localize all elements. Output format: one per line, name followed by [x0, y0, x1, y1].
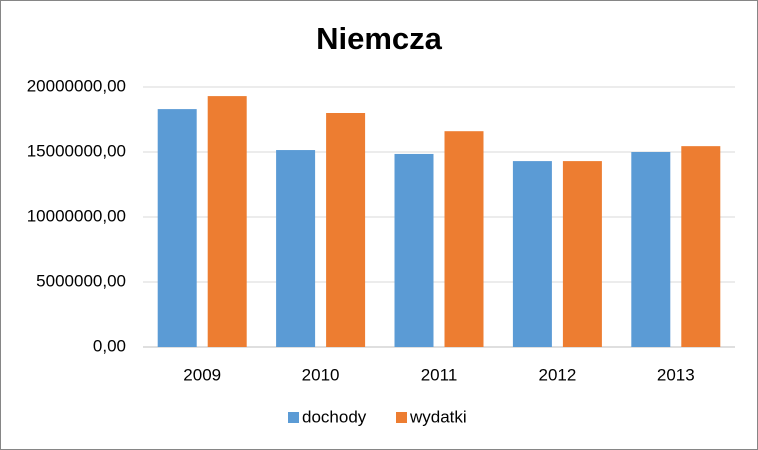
y-tick-label: 20000000,00 — [27, 76, 126, 95]
bar — [444, 131, 484, 347]
y-tick-label: 0,00 — [93, 336, 126, 355]
bar — [562, 161, 602, 347]
legend-swatch — [288, 412, 299, 423]
x-tick-label: 2013 — [657, 365, 695, 384]
legend-swatch — [396, 412, 407, 423]
bar — [631, 152, 671, 347]
bar — [157, 109, 197, 347]
bar — [394, 153, 434, 347]
x-tick-label: 2009 — [183, 365, 221, 384]
legend-label: wydatki — [409, 407, 467, 426]
bar — [276, 150, 316, 347]
x-tick-label: 2010 — [302, 365, 340, 384]
legend-label: dochody — [302, 407, 367, 426]
bar — [207, 96, 247, 347]
bar — [681, 146, 721, 347]
y-tick-label: 15000000,00 — [27, 141, 126, 160]
x-tick-label: 2011 — [421, 365, 458, 384]
bar — [512, 161, 552, 347]
chart-title: Niemcza — [316, 21, 443, 56]
bar — [326, 113, 366, 347]
y-tick-label: 10000000,00 — [27, 206, 126, 225]
y-tick-label: 5000000,00 — [36, 271, 126, 290]
x-tick-label: 2012 — [538, 365, 576, 384]
